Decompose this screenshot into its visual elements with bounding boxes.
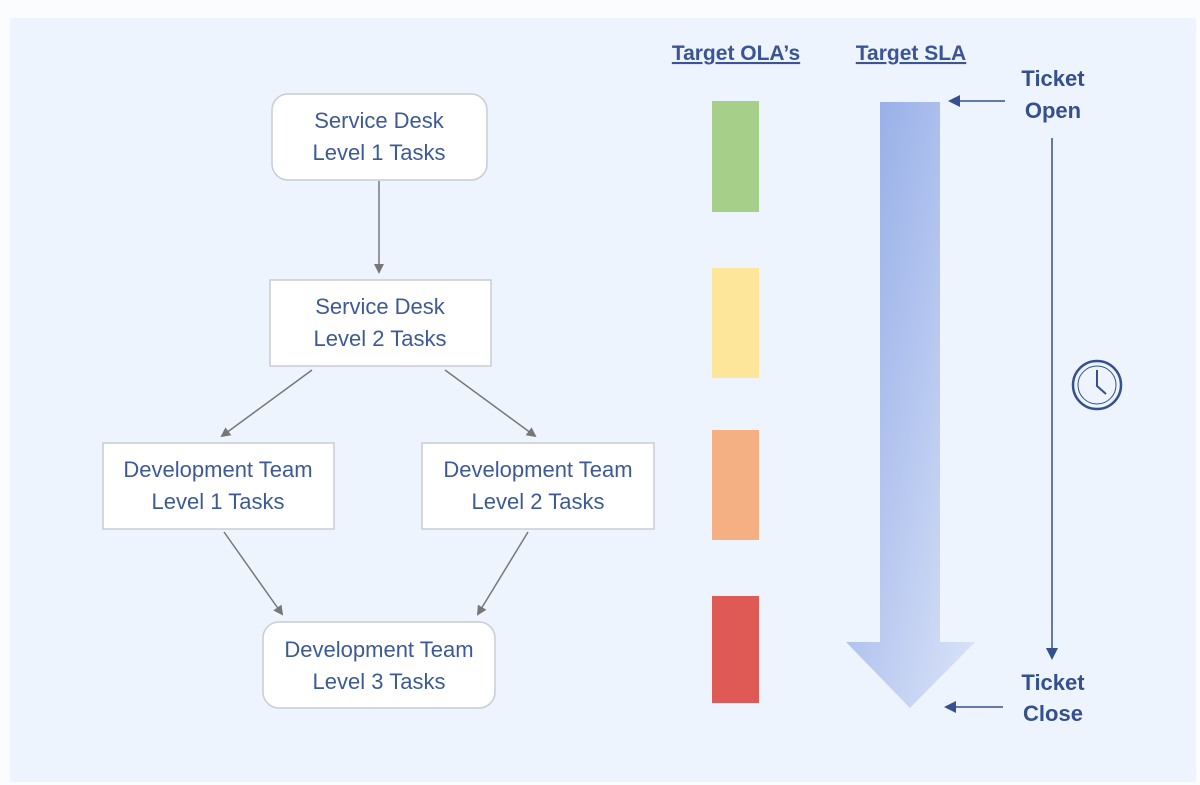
ola-bar-green bbox=[712, 101, 759, 212]
sla-arrow bbox=[846, 102, 975, 708]
flow-arrow bbox=[444, 369, 537, 438]
flow-arrow bbox=[223, 531, 284, 616]
box-label: Development Team bbox=[443, 457, 632, 482]
flow-arrow bbox=[476, 531, 529, 616]
box-label: Level 2 Tasks bbox=[314, 326, 447, 351]
ticket-open-label: Open bbox=[1025, 98, 1081, 123]
ticket-close-label: Close bbox=[1023, 701, 1083, 726]
flow-arrow bbox=[220, 369, 313, 438]
box-service-desk-l1: Service Desk Level 1 Tasks bbox=[271, 93, 488, 181]
box-label: Level 2 Tasks bbox=[472, 489, 605, 514]
box-dev-team-l3: Development Team Level 3 Tasks bbox=[262, 621, 496, 709]
box-dev-team-l2: Development Team Level 2 Tasks bbox=[421, 442, 655, 530]
box-label: Level 1 Tasks bbox=[152, 489, 285, 514]
box-label: Development Team bbox=[123, 457, 312, 482]
box-dev-team-l1: Development Team Level 1 Tasks bbox=[102, 442, 335, 530]
box-label: Service Desk bbox=[315, 294, 446, 319]
box-label: Level 3 Tasks bbox=[313, 669, 446, 694]
target-ola-header: Target OLA’s bbox=[672, 42, 800, 65]
box-service-desk-l2: Service Desk Level 2 Tasks bbox=[269, 279, 492, 367]
ticket-close-label: Ticket bbox=[1021, 670, 1085, 695]
box-label: Level 1 Tasks bbox=[313, 140, 446, 165]
box-label: Service Desk bbox=[314, 108, 445, 133]
box-label: Development Team bbox=[284, 637, 473, 662]
ola-bar-orange bbox=[712, 430, 759, 540]
diagram-background bbox=[10, 18, 1196, 782]
target-sla-header: Target SLA bbox=[856, 42, 966, 65]
ola-bar-yellow bbox=[712, 268, 759, 378]
ola-bar-red bbox=[712, 596, 759, 703]
clock-icon bbox=[1071, 359, 1123, 411]
ticket-open-label: Ticket bbox=[1021, 66, 1085, 91]
